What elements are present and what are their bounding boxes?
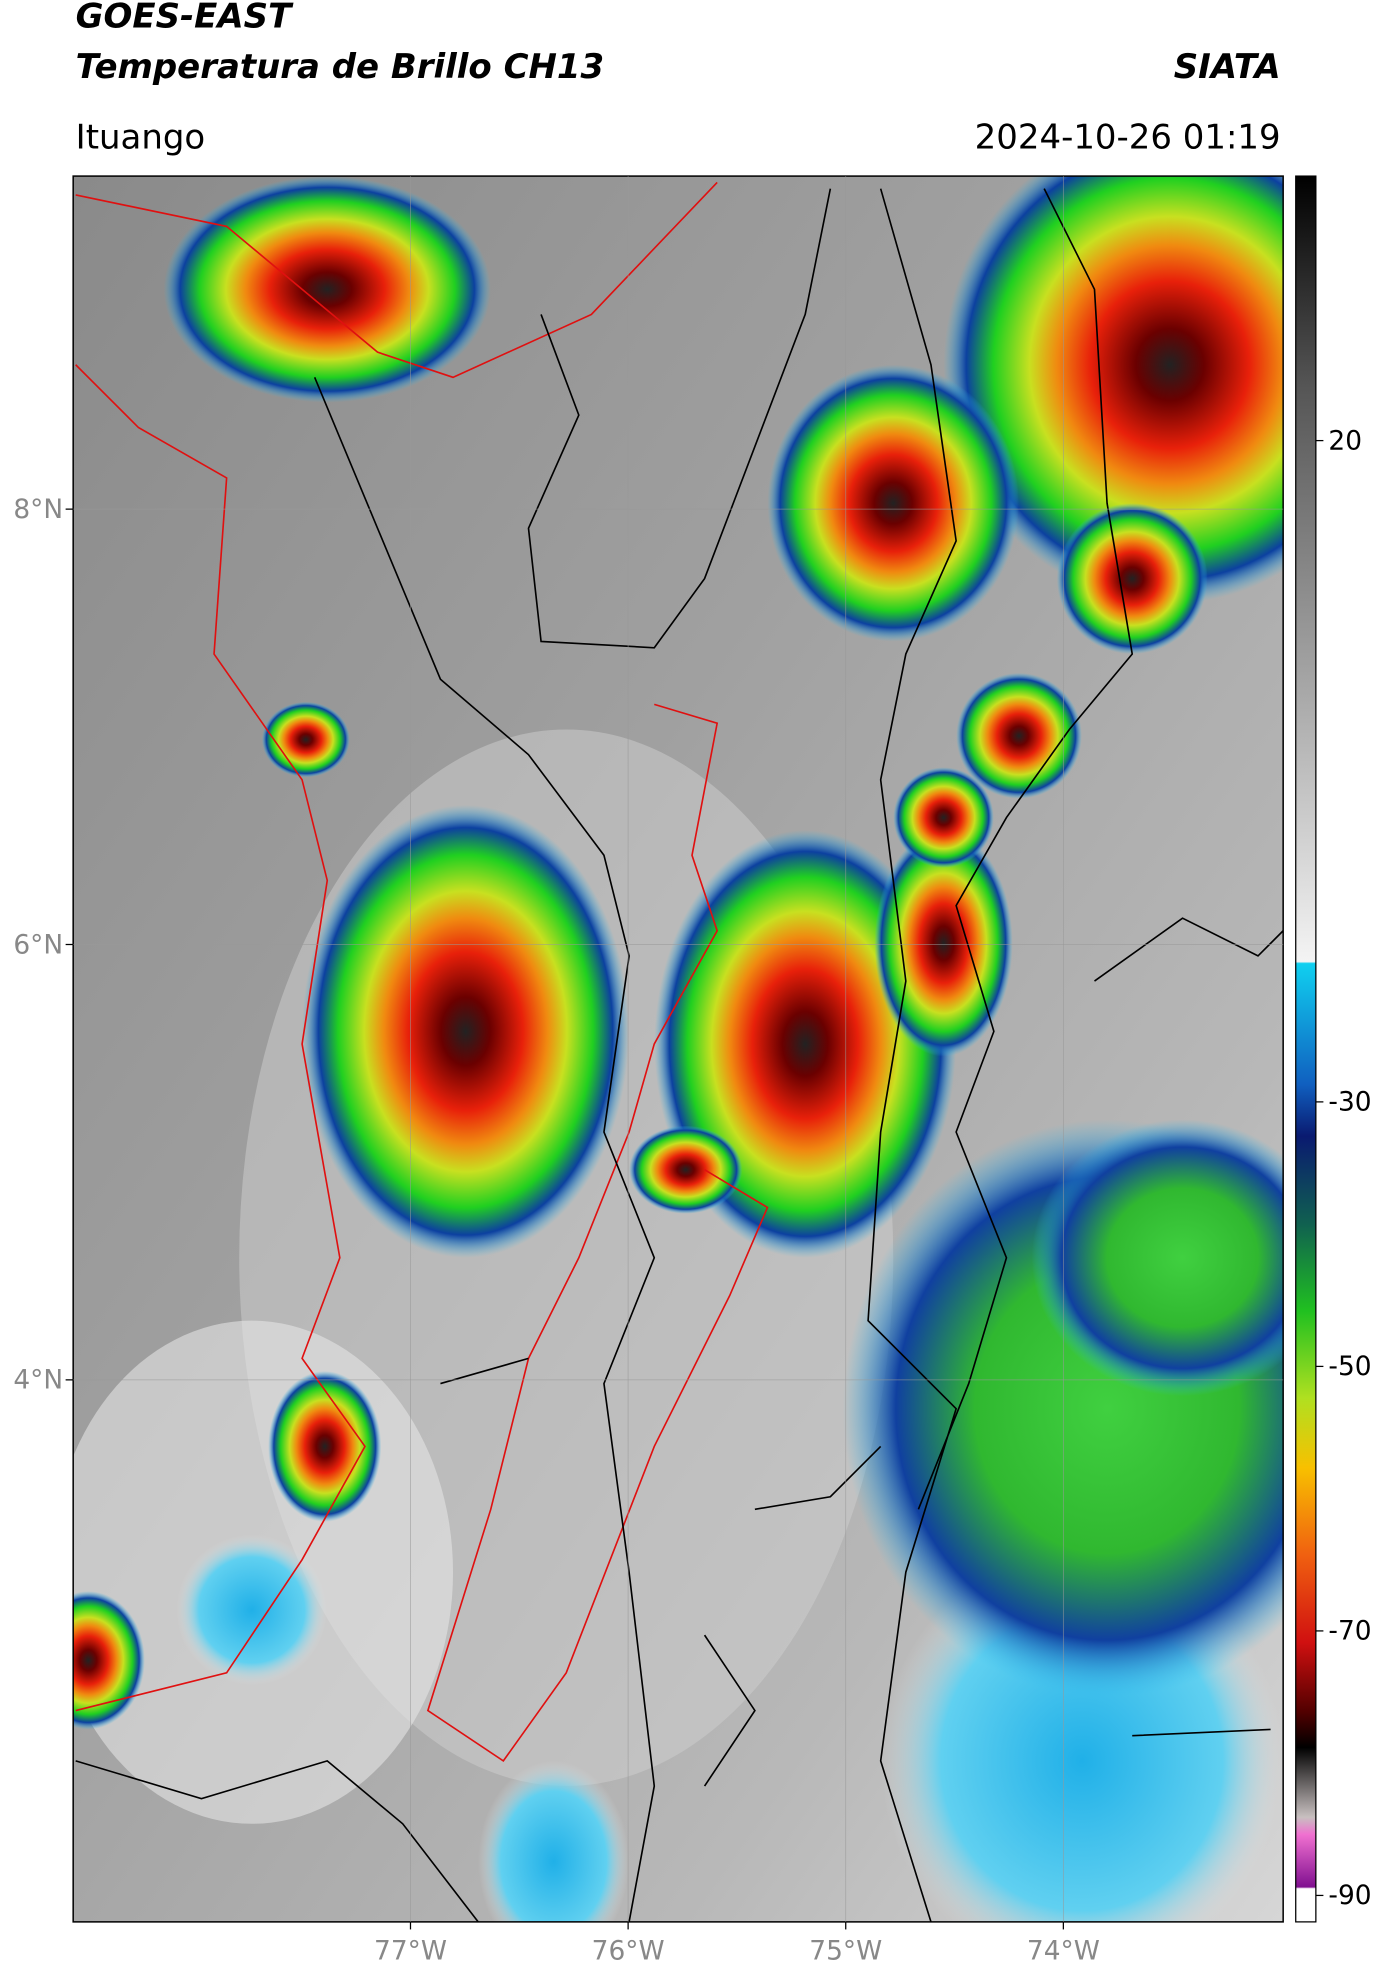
colorbar-label: -30 [1328,1087,1371,1118]
map-frame [72,175,1284,1923]
lon-label: 74°W [1027,1936,1100,1967]
colorbar-label: 20 [1328,425,1362,456]
colorbar [1295,175,1317,1923]
lat-label: 8°N [13,494,63,525]
colorbar-label: -50 [1328,1351,1371,1382]
lon-label: 75°W [809,1936,882,1967]
datetime: 2024-10-26 01:19 [975,117,1281,157]
lon-label: 77°W [374,1936,447,1967]
colorbar-label: -90 [1328,1880,1371,1911]
brand: SIATA [1174,47,1281,87]
lon-label: 76°W [592,1936,665,1967]
title: GOES-EAST [76,0,294,37]
satellite-image [73,176,1284,1922]
colorbar-label: -70 [1328,1616,1371,1647]
location: Ituango [76,117,206,157]
subtitle: Temperatura de Brillo CH13 [76,47,604,87]
lat-label: 6°N [13,929,63,960]
lat-label: 4°N [13,1365,63,1396]
